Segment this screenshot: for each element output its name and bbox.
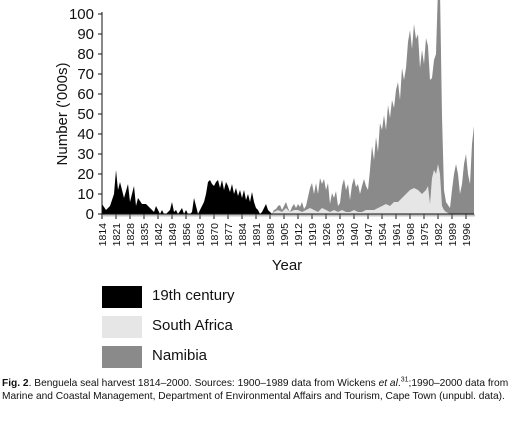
y-tick-label: 50 (77, 106, 94, 123)
figure-label: Fig. 2 (2, 378, 29, 389)
x-tick-label: 1856 (181, 223, 193, 247)
x-tick-label: 1891 (251, 223, 263, 247)
x-tick-label: 1947 (363, 223, 375, 247)
x-tick-label: 1954 (377, 223, 389, 247)
x-tick-label: 1849 (167, 223, 179, 247)
caption-text-3: ;1990–2000 data from Marine and Coastal … (2, 378, 509, 402)
y-tick-label: 90 (77, 26, 94, 43)
x-tick-label: 1933 (335, 223, 347, 247)
series-area-south-africa (272, 164, 474, 214)
legend-label-19th-century: 19th century (152, 287, 235, 304)
x-tick-label: 1982 (433, 223, 445, 247)
y-tick-label: 10 (77, 186, 94, 203)
x-tick-label: 1961 (391, 223, 403, 247)
caption-text-2: . (397, 378, 401, 389)
y-tick-label: 70 (77, 66, 94, 83)
x-tick-label: 1989 (447, 223, 459, 247)
chart-areas (102, 0, 474, 214)
x-tick-label: 1835 (139, 223, 151, 247)
y-tick-label: 20 (77, 166, 94, 183)
x-tick-label: 1975 (419, 223, 431, 247)
x-axis-label: Year (272, 257, 302, 274)
legend-label-namibia: Namibia (152, 347, 208, 364)
caption-text-1: . Benguela seal harvest 1814–2000. Sourc… (28, 378, 379, 389)
x-tick-label: 1926 (321, 223, 333, 247)
x-tick-label: 1821 (111, 223, 123, 247)
x-tick-label: 1828 (125, 223, 137, 247)
legend-label-south-africa: South Africa (152, 317, 233, 334)
x-tick-label: 1814 (97, 223, 109, 247)
series-area-namibia (272, 0, 474, 214)
y-axis-label: Number ('000s) (54, 63, 71, 166)
x-tick-label: 1877 (223, 223, 235, 247)
x-tick-label: 1968 (405, 223, 417, 247)
y-tick-label: 100 (69, 6, 94, 23)
series-area-19th-century (102, 170, 272, 214)
x-tick-label: 1912 (293, 223, 305, 247)
x-tick-label: 1842 (153, 223, 165, 247)
x-tick-label: 1863 (195, 223, 207, 247)
y-tick-label: 60 (77, 86, 94, 103)
x-tick-label: 1996 (461, 223, 473, 247)
x-tick-label: 1940 (349, 223, 361, 247)
y-tick-label: 40 (77, 126, 94, 143)
y-tick-label: 80 (77, 46, 94, 63)
figure-caption: Fig. 2. Benguela seal harvest 1814–2000.… (2, 377, 523, 403)
legend-swatch-namibia (102, 346, 142, 368)
y-tick-label: 0 (86, 206, 94, 223)
x-tick-label: 1919 (307, 223, 319, 247)
x-tick-label: 1905 (279, 223, 291, 247)
x-tick-label: 1898 (265, 223, 277, 247)
x-tick-label: 1884 (237, 223, 249, 247)
legend-swatch-south-africa (102, 316, 142, 338)
legend-swatch-19th-century (102, 286, 142, 308)
x-tick-label: 1870 (209, 223, 221, 247)
y-tick-label: 30 (77, 146, 94, 163)
caption-reference: 31 (400, 376, 409, 384)
caption-et-al: et al (378, 378, 398, 389)
